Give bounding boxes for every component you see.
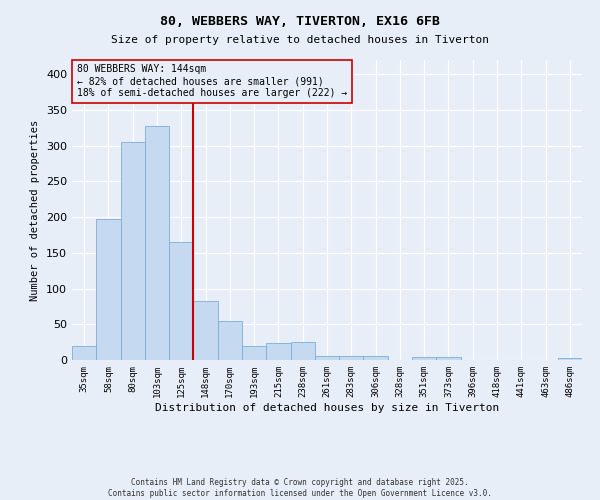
Text: 80 WEBBERS WAY: 144sqm
← 82% of detached houses are smaller (991)
18% of semi-de: 80 WEBBERS WAY: 144sqm ← 82% of detached… bbox=[77, 64, 347, 98]
Bar bbox=[242, 346, 266, 360]
Text: 80, WEBBERS WAY, TIVERTON, EX16 6FB: 80, WEBBERS WAY, TIVERTON, EX16 6FB bbox=[160, 15, 440, 28]
Bar bbox=[315, 356, 339, 360]
Bar bbox=[558, 358, 582, 360]
Bar bbox=[218, 320, 242, 360]
X-axis label: Distribution of detached houses by size in Tiverton: Distribution of detached houses by size … bbox=[155, 402, 499, 412]
Bar bbox=[339, 356, 364, 360]
Bar bbox=[364, 356, 388, 360]
Bar bbox=[436, 357, 461, 360]
Y-axis label: Number of detached properties: Number of detached properties bbox=[31, 120, 40, 300]
Bar bbox=[266, 343, 290, 360]
Bar bbox=[412, 357, 436, 360]
Bar bbox=[193, 300, 218, 360]
Bar bbox=[96, 218, 121, 360]
Text: Contains HM Land Registry data © Crown copyright and database right 2025.
Contai: Contains HM Land Registry data © Crown c… bbox=[108, 478, 492, 498]
Text: Size of property relative to detached houses in Tiverton: Size of property relative to detached ho… bbox=[111, 35, 489, 45]
Bar bbox=[169, 242, 193, 360]
Bar bbox=[145, 126, 169, 360]
Bar bbox=[121, 142, 145, 360]
Bar bbox=[290, 342, 315, 360]
Bar bbox=[72, 346, 96, 360]
